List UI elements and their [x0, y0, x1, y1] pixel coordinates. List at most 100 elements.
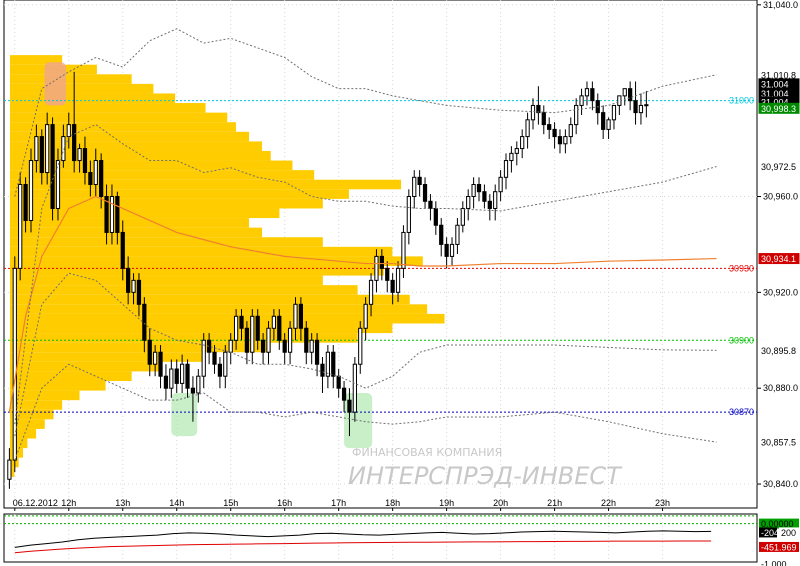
volume-profile-bar	[10, 381, 106, 391]
candle-body	[622, 88, 627, 97]
candle-body	[142, 303, 147, 341]
price-tag-label: 31,004	[761, 89, 789, 99]
price-tag	[758, 102, 800, 114]
x-axis: 06.12.2012 12h 13h 14h 15h 16h 17h 18h 19h 20h 21h…	[13, 498, 670, 511]
candle-body	[277, 315, 282, 341]
candle-body	[541, 112, 546, 126]
candle-body	[574, 104, 579, 126]
candle-body	[363, 303, 368, 329]
highlight-box	[171, 392, 198, 437]
candle-body	[568, 124, 573, 138]
price-tag-label: 30,998.3	[761, 104, 796, 114]
volume-profile-bar	[10, 352, 206, 362]
candle-body	[23, 184, 28, 221]
oscillator-tag	[759, 559, 799, 566]
candle-body	[628, 88, 633, 102]
candle-body	[368, 279, 374, 305]
volume-profile-bar	[10, 103, 206, 113]
candle-body	[493, 191, 498, 209]
highlight-box	[44, 62, 67, 106]
volume-profile-bar	[10, 304, 428, 314]
candle-body	[336, 375, 341, 389]
candle-body	[169, 368, 174, 389]
watermark-line1: ФИНАНСОВАЯ КОМПАНИЯ	[352, 446, 502, 459]
candle-body	[417, 176, 422, 186]
candle-body	[28, 160, 34, 221]
candle-body	[476, 184, 482, 193]
volume-profile-bar	[10, 198, 323, 209]
moving-average-line	[8, 195, 717, 413]
volume-profile-bar	[10, 275, 323, 286]
candle-body	[88, 172, 93, 186]
candle-body	[422, 184, 428, 202]
candle-body	[190, 387, 196, 394]
candle-body	[72, 124, 77, 162]
candle-body	[50, 124, 55, 209]
x-tick-label: 12h	[61, 498, 76, 508]
price-tag	[759, 69, 799, 80]
candle-body	[304, 327, 309, 353]
candle-body	[45, 124, 50, 174]
level-line-label: 31000	[729, 96, 754, 106]
candle-body	[196, 375, 201, 394]
candle-body	[379, 255, 384, 269]
envelope-band-line	[14, 272, 717, 437]
candle-body	[606, 119, 611, 130]
candle-body	[325, 351, 330, 377]
candle-body	[638, 104, 644, 114]
volume-profile-bar	[10, 122, 236, 132]
envelope-band-line	[14, 363, 717, 461]
candle-body	[163, 375, 169, 389]
volume-profile-bar	[10, 218, 249, 228]
volume-profile-bar	[10, 371, 132, 381]
candle-body	[233, 315, 239, 341]
oscillator-tag	[759, 518, 799, 529]
candle-body	[455, 224, 460, 245]
x-tick-label: 14h	[169, 498, 184, 508]
candle-body	[228, 339, 233, 353]
candle-body	[374, 255, 379, 281]
candle-body	[525, 119, 530, 138]
candle-body	[482, 191, 487, 202]
x-tick-label: 19h	[439, 498, 454, 508]
y-tick-label: 30,920.0	[763, 287, 798, 297]
candle-body	[201, 339, 206, 377]
candle-body	[61, 136, 66, 162]
volume-profile-bar	[10, 323, 393, 334]
candle-body	[498, 176, 503, 193]
candle-body	[611, 104, 617, 121]
candle-body	[158, 351, 163, 377]
candle-body	[644, 104, 649, 107]
y-tick-label: 30,880.0	[763, 383, 798, 393]
candle-body	[260, 339, 266, 353]
volume-profile-bar	[10, 428, 37, 439]
price-tag-label: 31,004	[761, 97, 789, 107]
candle-body	[590, 88, 595, 102]
level-line-label: 30930	[729, 263, 754, 273]
candle-body	[401, 231, 406, 269]
volume-profile-bar	[10, 333, 358, 343]
volume-profile-bar	[10, 131, 249, 142]
candle-body	[82, 148, 88, 174]
price-tag	[758, 253, 800, 265]
price-tag-label: 31,004	[761, 79, 789, 89]
oscillator-tag	[759, 541, 799, 552]
candle-body	[320, 363, 325, 377]
volume-profile-bar	[10, 55, 63, 65]
envelope-band-line	[14, 28, 717, 197]
candle-body	[293, 303, 298, 329]
candle-body	[147, 339, 152, 365]
x-tick-label: 23h	[655, 498, 670, 508]
oscillator-tag-label: 200	[781, 528, 796, 538]
candle-body	[126, 267, 131, 293]
x-tick-label: 13h	[115, 498, 130, 508]
watermark: ФИНАНСОВАЯ КОМПАНИЯ ИНТЕРСПРЭД-ИНВЕСТ	[348, 446, 623, 490]
watermark-line2: ИНТЕРСПРЭД-ИНВЕСТ	[348, 462, 623, 490]
candle-body	[547, 124, 552, 130]
candle-body	[514, 148, 519, 154]
candle-body	[239, 315, 244, 329]
candle-body	[449, 243, 455, 257]
candle-body	[309, 339, 314, 353]
candle-body	[444, 243, 449, 257]
